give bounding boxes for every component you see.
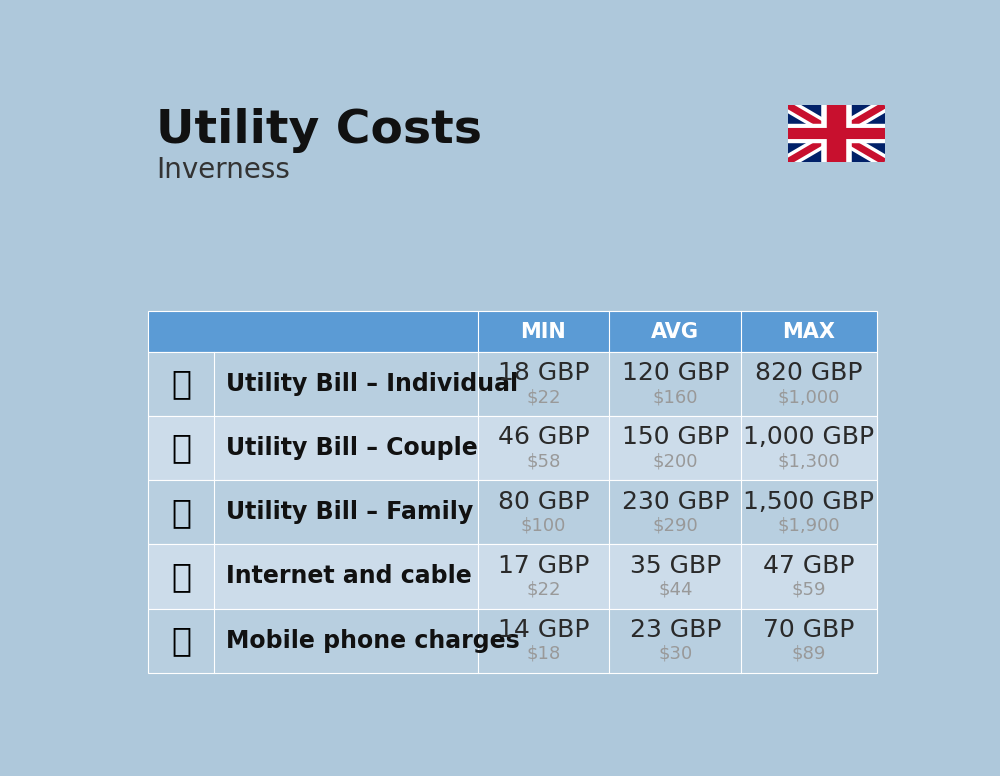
FancyBboxPatch shape bbox=[148, 311, 877, 352]
Text: $44: $44 bbox=[658, 580, 692, 598]
Text: Internet and cable: Internet and cable bbox=[226, 564, 472, 588]
Text: $22: $22 bbox=[526, 388, 561, 406]
Text: 17 GBP: 17 GBP bbox=[498, 554, 589, 577]
FancyBboxPatch shape bbox=[148, 352, 877, 416]
Text: 230 GBP: 230 GBP bbox=[622, 490, 729, 514]
Text: $1,300: $1,300 bbox=[778, 452, 840, 470]
Text: $58: $58 bbox=[526, 452, 561, 470]
Text: 18 GBP: 18 GBP bbox=[498, 361, 589, 385]
Text: $100: $100 bbox=[521, 516, 566, 535]
Text: $160: $160 bbox=[652, 388, 698, 406]
Text: 🔌: 🔌 bbox=[171, 496, 191, 528]
Text: 📶: 📶 bbox=[171, 560, 191, 593]
Text: Utility Costs: Utility Costs bbox=[156, 108, 482, 153]
Text: $1,000: $1,000 bbox=[778, 388, 840, 406]
Text: AVG: AVG bbox=[651, 321, 699, 341]
Text: $30: $30 bbox=[658, 645, 692, 663]
Text: $18: $18 bbox=[526, 645, 561, 663]
Text: 📱: 📱 bbox=[171, 624, 191, 657]
FancyBboxPatch shape bbox=[148, 416, 877, 480]
Text: MAX: MAX bbox=[782, 321, 835, 341]
Text: 46 GBP: 46 GBP bbox=[498, 425, 589, 449]
Text: $1,900: $1,900 bbox=[778, 516, 840, 535]
Text: 47 GBP: 47 GBP bbox=[763, 554, 855, 577]
Text: 35 GBP: 35 GBP bbox=[630, 554, 721, 577]
Text: 820 GBP: 820 GBP bbox=[755, 361, 863, 385]
FancyBboxPatch shape bbox=[148, 480, 877, 545]
Text: 1,000 GBP: 1,000 GBP bbox=[743, 425, 874, 449]
Text: 120 GBP: 120 GBP bbox=[622, 361, 729, 385]
Text: $200: $200 bbox=[652, 452, 698, 470]
Text: 80 GBP: 80 GBP bbox=[498, 490, 589, 514]
Text: 🔌: 🔌 bbox=[171, 367, 191, 400]
Text: Inverness: Inverness bbox=[156, 156, 290, 184]
Text: $290: $290 bbox=[652, 516, 698, 535]
Text: $89: $89 bbox=[792, 645, 826, 663]
Text: 23 GBP: 23 GBP bbox=[630, 618, 721, 642]
FancyBboxPatch shape bbox=[148, 608, 877, 673]
Text: 150 GBP: 150 GBP bbox=[622, 425, 729, 449]
Text: 🔌: 🔌 bbox=[171, 431, 191, 465]
Text: Utility Bill – Couple: Utility Bill – Couple bbox=[226, 436, 478, 460]
Text: 70 GBP: 70 GBP bbox=[763, 618, 855, 642]
Text: Utility Bill – Family: Utility Bill – Family bbox=[226, 501, 473, 525]
Text: $22: $22 bbox=[526, 580, 561, 598]
Text: 1,500 GBP: 1,500 GBP bbox=[743, 490, 874, 514]
Text: MIN: MIN bbox=[521, 321, 566, 341]
Text: Utility Bill – Individual: Utility Bill – Individual bbox=[226, 372, 518, 396]
Text: $59: $59 bbox=[792, 580, 826, 598]
Text: 14 GBP: 14 GBP bbox=[498, 618, 589, 642]
FancyBboxPatch shape bbox=[148, 545, 877, 608]
Text: Mobile phone charges: Mobile phone charges bbox=[226, 629, 520, 653]
